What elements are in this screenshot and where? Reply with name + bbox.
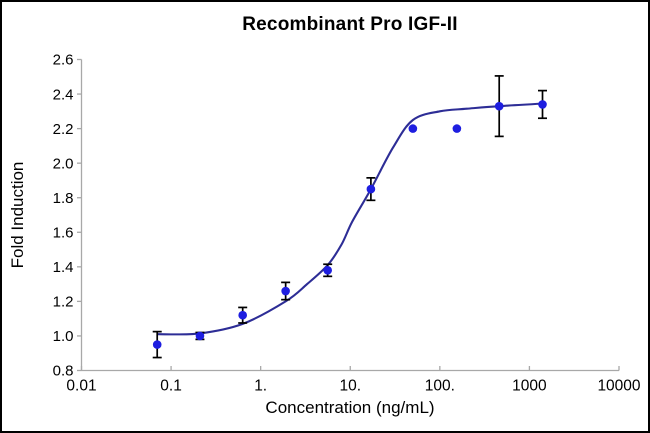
data-point <box>538 100 547 109</box>
fit-curve <box>157 102 543 336</box>
data-point <box>408 124 418 133</box>
y-tick-label: 1.0 <box>53 328 74 345</box>
x-tick-label: 0.1 <box>160 378 182 395</box>
data-point <box>494 101 504 111</box>
y-tick-label: 1.6 <box>53 224 74 241</box>
y-tick-label: 2.2 <box>53 121 74 138</box>
y-tick-label: 0.8 <box>53 363 74 380</box>
x-tick-label: 10. <box>339 378 361 395</box>
data-point <box>452 124 462 133</box>
y-tick-label: 2.0 <box>53 155 74 172</box>
y-tick-label: 1.8 <box>53 190 74 207</box>
x-axis-title: Concentration (ng/mL) <box>265 398 435 417</box>
x-tick-label: 10000 <box>597 378 640 395</box>
y-tick-label: 2.4 <box>53 86 74 103</box>
x-tick-label: 1. <box>254 378 267 395</box>
y-tick-label: 2.6 <box>53 52 74 69</box>
data-point <box>281 286 290 296</box>
data-point <box>195 331 205 341</box>
data-point <box>152 340 162 349</box>
x-tick-label: 0.01 <box>66 378 96 395</box>
data-point <box>238 310 247 320</box>
x-tick-label: 100. <box>425 378 455 395</box>
data-point <box>366 184 376 194</box>
x-tick-label: 1000 <box>512 378 547 395</box>
chart-title: Recombinant Pro IGF-II <box>242 14 458 35</box>
y-tick-label: 1.4 <box>53 259 74 276</box>
y-tick-label: 1.2 <box>53 294 74 311</box>
data-point <box>323 265 332 275</box>
